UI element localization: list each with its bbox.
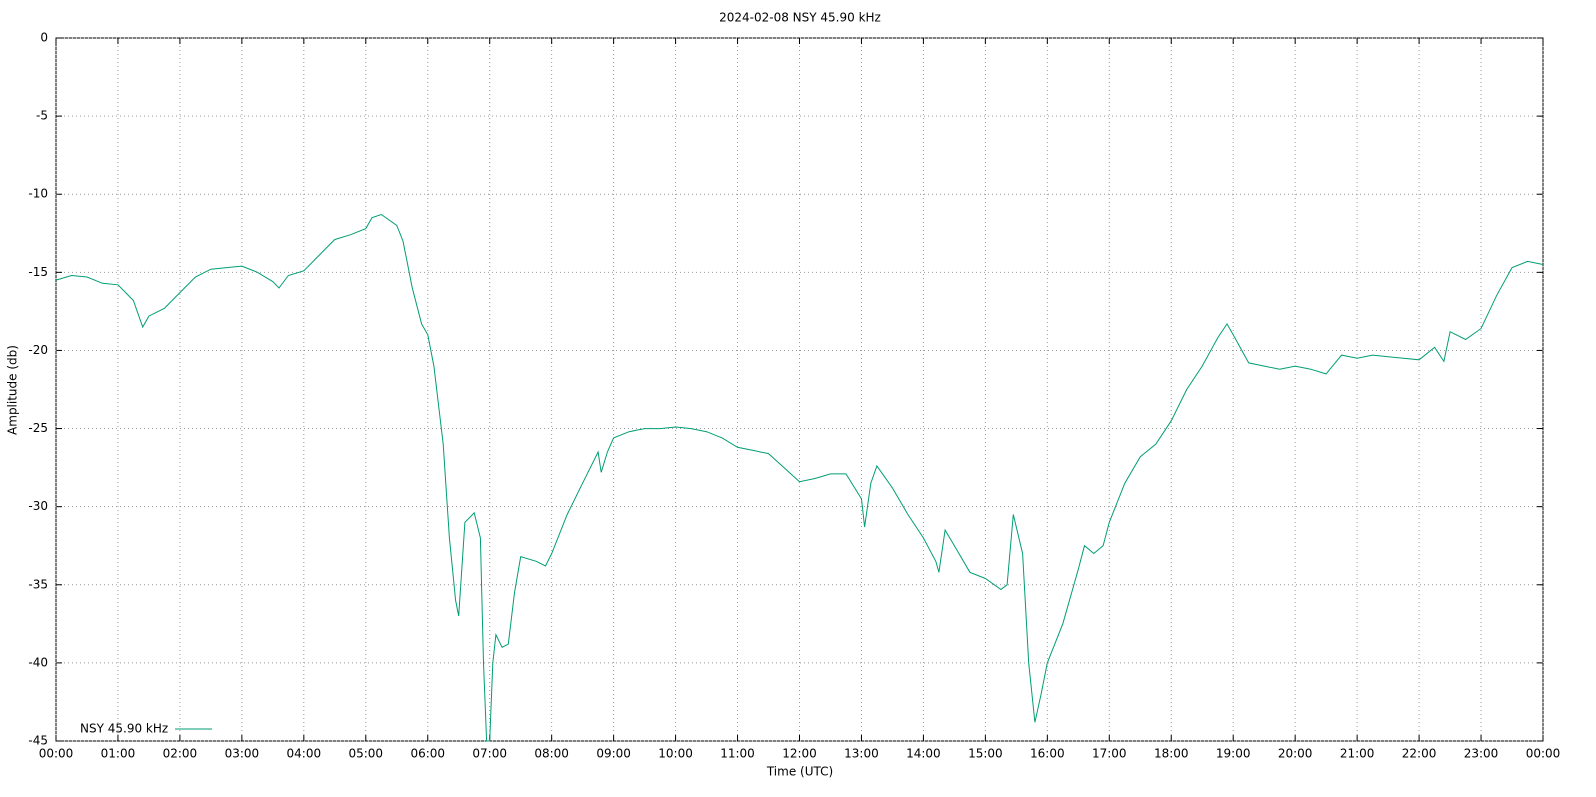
y-tick-label: -5 [36, 109, 48, 123]
x-tick-label: 02:00 [163, 747, 198, 761]
y-tick-label: -40 [28, 655, 48, 669]
y-tick-label: 0 [40, 31, 48, 45]
plot-frame [55, 37, 1544, 742]
y-axis-label: Amplitude (db) [6, 345, 20, 435]
x-axis-label: Time (UTC) [766, 765, 833, 779]
y-tick-label: -25 [28, 421, 48, 435]
y-tick-label: -45 [28, 734, 48, 748]
x-tick-label: 11:00 [720, 747, 755, 761]
x-tick-label: 10:00 [658, 747, 693, 761]
data-line [55, 213, 1544, 742]
x-tick-label: 15:00 [968, 747, 1003, 761]
x-tick-label: 18:00 [1154, 747, 1189, 761]
y-tick-label: -20 [28, 343, 48, 357]
x-tick-label: 06:00 [410, 747, 445, 761]
x-tick-label: 08:00 [534, 747, 569, 761]
x-tick-label: 12:00 [782, 747, 817, 761]
x-tick-label: 23:00 [1464, 747, 1499, 761]
x-tick-label: 00:00 [1526, 747, 1561, 761]
y-tick-label: -30 [28, 499, 48, 513]
y-tick-label: -35 [28, 577, 48, 591]
x-tick-label: 13:00 [844, 747, 879, 761]
x-tick-label: 22:00 [1402, 747, 1437, 761]
x-tick-label: 19:00 [1216, 747, 1251, 761]
legend-label: NSY 45.90 kHz [80, 722, 168, 736]
x-tick-label: 21:00 [1340, 747, 1375, 761]
y-tick-label: -10 [28, 187, 48, 201]
x-tick-label: 05:00 [348, 747, 383, 761]
x-tick-label: 01:00 [101, 747, 136, 761]
x-tick-label: 00:00 [39, 747, 74, 761]
x-tick-label: 16:00 [1030, 747, 1065, 761]
x-tick-label: 04:00 [287, 747, 322, 761]
x-tick-label: 09:00 [596, 747, 631, 761]
x-tick-label: 03:00 [225, 747, 260, 761]
chart-title: 2024-02-08 NSY 45.90 kHz [719, 11, 881, 25]
x-tick-label: 14:00 [906, 747, 941, 761]
x-tick-label: 17:00 [1092, 747, 1127, 761]
y-tick-label: -15 [28, 265, 48, 279]
x-tick-label: 07:00 [472, 747, 507, 761]
x-tick-label: 20:00 [1278, 747, 1313, 761]
